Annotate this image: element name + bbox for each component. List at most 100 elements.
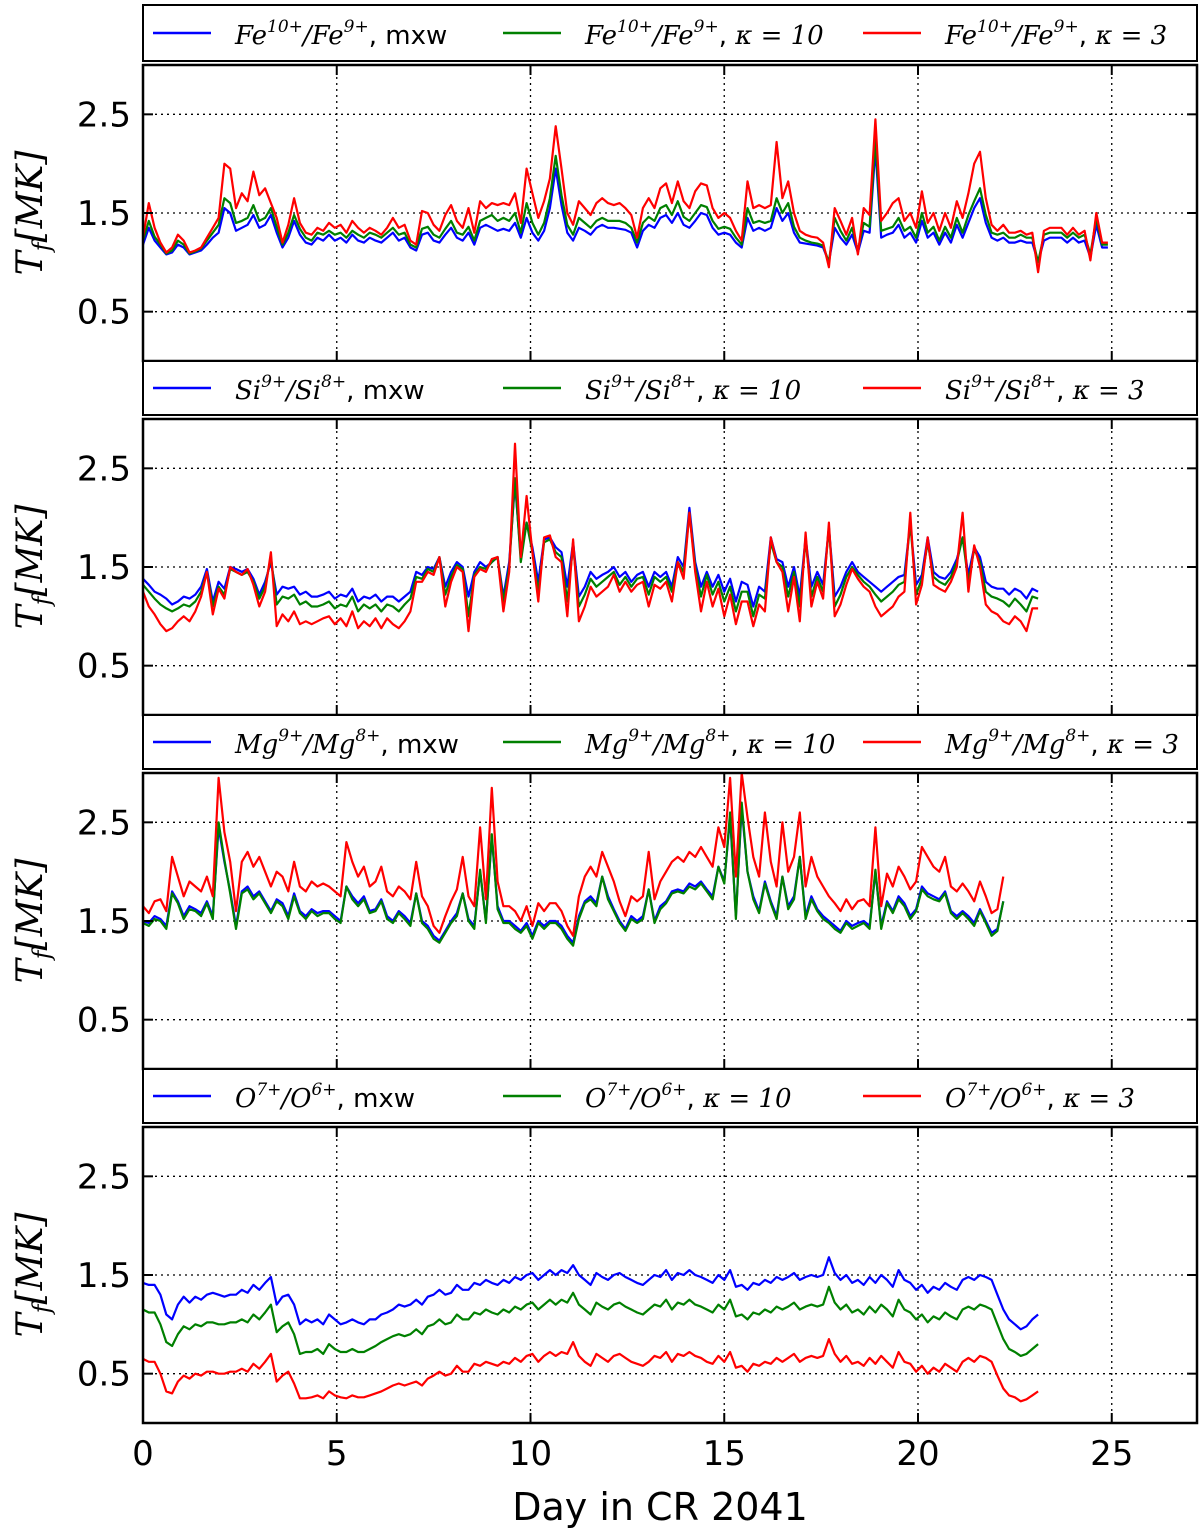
legend-sep: , [696,376,713,406]
legend-den-charge: 9+ [1054,17,1079,37]
y-axis-label-symbol: T [10,956,51,983]
legend-item: Mg9+/Mg8+, κ = 3 [863,726,1179,760]
series-line [143,1285,1039,1358]
series-group [143,773,1005,947]
legend-sep: , [380,730,397,760]
y-tick-label: 2.5 [77,95,131,135]
legend-box [142,714,1198,770]
grid [143,419,1197,715]
series-line [143,477,1039,618]
legend-ion: /Fe [650,21,694,51]
legend-ion: /Si [993,376,1031,406]
legend-label: Fe10+/Fe9+, κ = 3 [944,17,1167,51]
x-tick-label: 0 [132,1434,154,1474]
legend-den-charge: 8+ [705,726,730,746]
legend-ion: Si [585,376,611,406]
ticks: 0.5 1.5 2.5 [77,419,1197,715]
grid [143,773,1197,1069]
grid [143,1127,1197,1423]
legend-num-charge: 9+ [628,726,653,746]
series-group [143,442,1039,633]
legend-den-charge: 8+ [1065,726,1090,746]
legend-ion: /Mg [1010,730,1065,760]
y-axis-label-unit: [MK] [10,150,51,243]
legend-sep: , [1079,21,1096,51]
legend-label: Fe10+/Fe9+, κ = 10 [584,17,824,51]
legend-box [142,1068,1198,1124]
legend-item: O7+/O6+, κ = 3 [863,1080,1135,1114]
x-tick-label: 25 [1090,1434,1133,1474]
legend-box [142,4,1198,62]
legend-num-charge: 10+ [977,17,1013,37]
legend-sep: , [346,376,363,406]
x-tick-label: 5 [326,1434,348,1474]
legend-sep: , [1056,376,1073,406]
legend-label: Fe10+/Fe9+, mxw [234,17,447,51]
legend-ion: /O [628,1084,661,1114]
legend-model: mxw [385,21,447,51]
legend-ion: Si [945,376,971,406]
legend-model: κ = 3 [1106,730,1179,760]
legend-sep: , [1047,1084,1064,1114]
y-axis-label-unit: [MK] [10,858,51,951]
series-line [143,147,1108,264]
legend-model: κ = 3 [1072,376,1145,406]
legend-sep: , [730,730,747,760]
legend-den-charge: 9+ [694,17,719,37]
series-group [143,118,1108,274]
y-tick-label: 0.5 [77,1001,131,1041]
legend-ion: Mg [944,730,988,760]
series-line [143,1256,1039,1331]
y-tick-label: 1.5 [77,902,131,942]
y-axis-label-symbol: T [10,248,51,275]
x-tick-label: 10 [509,1434,552,1474]
legend-ion: O [945,1084,966,1114]
legend-label: Mg9+/Mg8+, κ = 10 [584,726,835,760]
legend-ion: /Si [283,376,321,406]
legend-item: Fe10+/Fe9+, κ = 3 [863,17,1167,51]
legend-model: κ = 10 [734,21,823,51]
legend-den-charge: 8+ [355,726,380,746]
legend-num-charge: 9+ [988,726,1013,746]
legend-label: O7+/O6+, κ = 3 [945,1080,1135,1114]
y-tick-label: 1.5 [77,194,131,234]
y-tick-label: 2.5 [77,803,131,843]
legend-label: Mg9+/Mg8+, κ = 3 [944,726,1179,760]
legend-num-charge: 9+ [261,372,286,392]
legend-sep: , [369,21,386,51]
legend-label: Mg9+/Mg8+, mxw [234,726,459,760]
x-tick-label: 20 [896,1434,939,1474]
legend-den-charge: 8+ [671,372,696,392]
y-tick-label: 1.5 [77,1256,131,1296]
y-tick-label: 2.5 [77,1157,131,1197]
legend-ion: /Fe [1010,21,1054,51]
legend-item: Si9+/Si8+, κ = 10 [503,372,801,406]
series-line [143,1337,1039,1403]
series-line [143,482,1039,608]
legend: Mg9+/Mg8+, mxw Mg9+/Mg8+, κ = 10 Mg9+/Mg8+… [142,714,1198,770]
legend-den-charge: 8+ [1031,372,1056,392]
y-tick-label: 0.5 [77,293,131,333]
y-axis-label: Tf[MK] [10,858,56,984]
legend-model: mxw [363,376,425,406]
legend-ion: Si [235,376,261,406]
legend-ion: /O [278,1084,311,1114]
y-tick-label: 0.5 [77,647,131,687]
legend-ion: Fe [234,21,267,51]
legend-model: κ = 3 [1062,1084,1135,1114]
legend-item: Mg9+/Mg8+, κ = 10 [503,726,835,760]
y-axis-label-symbol: T [10,1310,51,1337]
ticks: 0.5 1.5 2.5 0 5 10 15 20 25 [77,1127,1197,1474]
y-axis-label-symbol: T [10,602,51,629]
y-tick-label: 2.5 [77,449,131,489]
y-tick-label: 0.5 [77,1355,131,1395]
legend-num-charge: 7+ [966,1080,991,1100]
legend-ion: /O [988,1084,1021,1114]
legend-den-charge: 9+ [344,17,369,37]
legend: O7+/O6+, mxw O7+/O6+, κ = 10 O7+/O6+, κ = … [142,1068,1198,1124]
series-line [143,773,1005,937]
legend-item: Si9+/Si8+, κ = 3 [863,372,1145,406]
legend-num-charge: 9+ [278,726,303,746]
legend-sep: , [1090,730,1107,760]
